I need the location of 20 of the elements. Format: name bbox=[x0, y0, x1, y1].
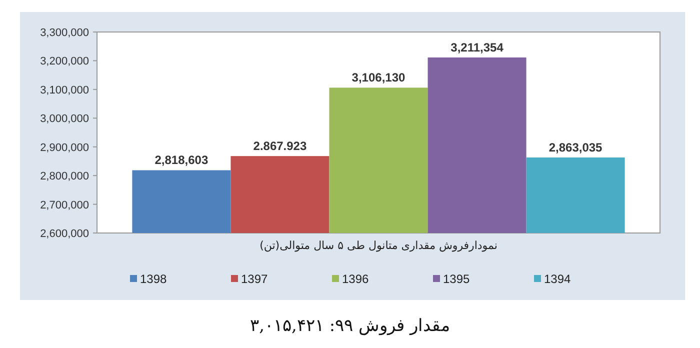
y-tick-label: 2,700,000 bbox=[40, 199, 89, 212]
x-axis-title: نمودارفروش مقداری متانول طی ۵ سال متوالی(تن) bbox=[260, 239, 498, 252]
data-label: 2,863,035 bbox=[548, 140, 603, 154]
legend-label: 1398 bbox=[140, 272, 168, 286]
legend-label: 1394 bbox=[544, 272, 572, 286]
y-tick-label: 3,000,000 bbox=[40, 113, 89, 126]
text: مقدار فروش ۹۹: ۳,۰۱۵,۴۲۱ bbox=[250, 316, 450, 336]
data-label: 3,106,130 bbox=[352, 70, 406, 85]
legend-label: 1396 bbox=[342, 272, 370, 286]
legend-label: 1395 bbox=[443, 272, 470, 286]
legend-label: 1397 bbox=[241, 272, 268, 286]
y-tick-label: 3,200,000 bbox=[40, 56, 89, 68]
y-tick-label: 2,800,000 bbox=[40, 170, 89, 183]
data-label: 2.867.923 bbox=[253, 139, 307, 154]
y-tick-label: 3,300,000 bbox=[40, 27, 89, 39]
y-tick-label: 2,600,000 bbox=[40, 228, 89, 240]
data-label: 3,211,354 bbox=[450, 40, 504, 54]
y-tick-label: 2,900,000 bbox=[40, 142, 89, 154]
data-label: 2,818,603 bbox=[154, 153, 208, 168]
y-tick-label: 3,100,000 bbox=[40, 84, 89, 96]
